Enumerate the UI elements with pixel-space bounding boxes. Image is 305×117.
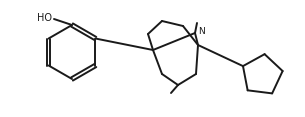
Text: N: N <box>198 27 205 37</box>
Text: HO: HO <box>37 13 52 23</box>
